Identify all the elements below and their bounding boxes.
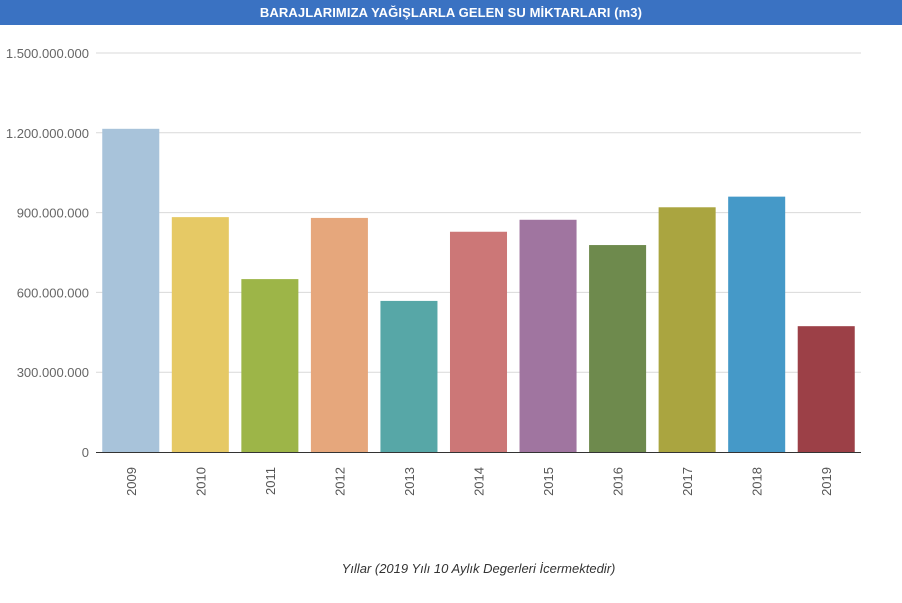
bars bbox=[102, 128, 855, 452]
bar-2011 bbox=[241, 279, 299, 452]
y-tick-label: 900.000.000 bbox=[17, 206, 89, 221]
y-axis-ticks: 0 300.000.000 600.000.000 900.000.000 1.200.… bbox=[6, 46, 89, 460]
bar-2009 bbox=[102, 128, 160, 452]
bar-2017 bbox=[658, 207, 716, 452]
x-tick-label-2009: 2009 bbox=[124, 467, 139, 496]
chart-title: BARAJLARIMIZA YAĞIŞLARLA GELEN SU MİKTAR… bbox=[0, 0, 902, 25]
x-tick-label-2015: 2015 bbox=[541, 467, 556, 496]
y-tick-label: 1.500.000.000 bbox=[6, 46, 89, 61]
bar-2010 bbox=[171, 217, 229, 452]
x-tick-label-2013: 2013 bbox=[402, 467, 417, 496]
x-axis-ticks: 2009 2010 2011 2012 2013 2014 2015 2016 2017 2018… bbox=[124, 467, 834, 496]
x-tick-label-2014: 2014 bbox=[472, 467, 487, 496]
x-tick-label-2012: 2012 bbox=[332, 467, 347, 496]
x-tick-label-2011: 2011 bbox=[263, 467, 278, 495]
y-tick-label: 600.000.000 bbox=[17, 285, 89, 300]
x-tick-label-2017: 2017 bbox=[680, 467, 695, 496]
x-tick-label-2018: 2018 bbox=[750, 467, 765, 496]
bar-2019 bbox=[797, 326, 855, 452]
x-tick-label-2019: 2019 bbox=[819, 467, 834, 496]
x-tick-label-2016: 2016 bbox=[611, 467, 626, 496]
x-axis-title: Yıllar (2019 Yılı 10 Aylık Degerleri İce… bbox=[342, 561, 616, 576]
y-tick-label: 300.000.000 bbox=[17, 365, 89, 380]
bar-2013 bbox=[380, 300, 438, 452]
x-tick-label-2010: 2010 bbox=[193, 467, 208, 496]
y-tick-label: 0 bbox=[82, 445, 89, 460]
bar-2014 bbox=[449, 231, 508, 452]
bar-2018 bbox=[728, 196, 786, 452]
bar-2012 bbox=[310, 217, 368, 452]
bar-2016 bbox=[589, 245, 647, 452]
bar-2015 bbox=[519, 219, 577, 452]
y-tick-label: 1.200.000.000 bbox=[6, 126, 89, 141]
